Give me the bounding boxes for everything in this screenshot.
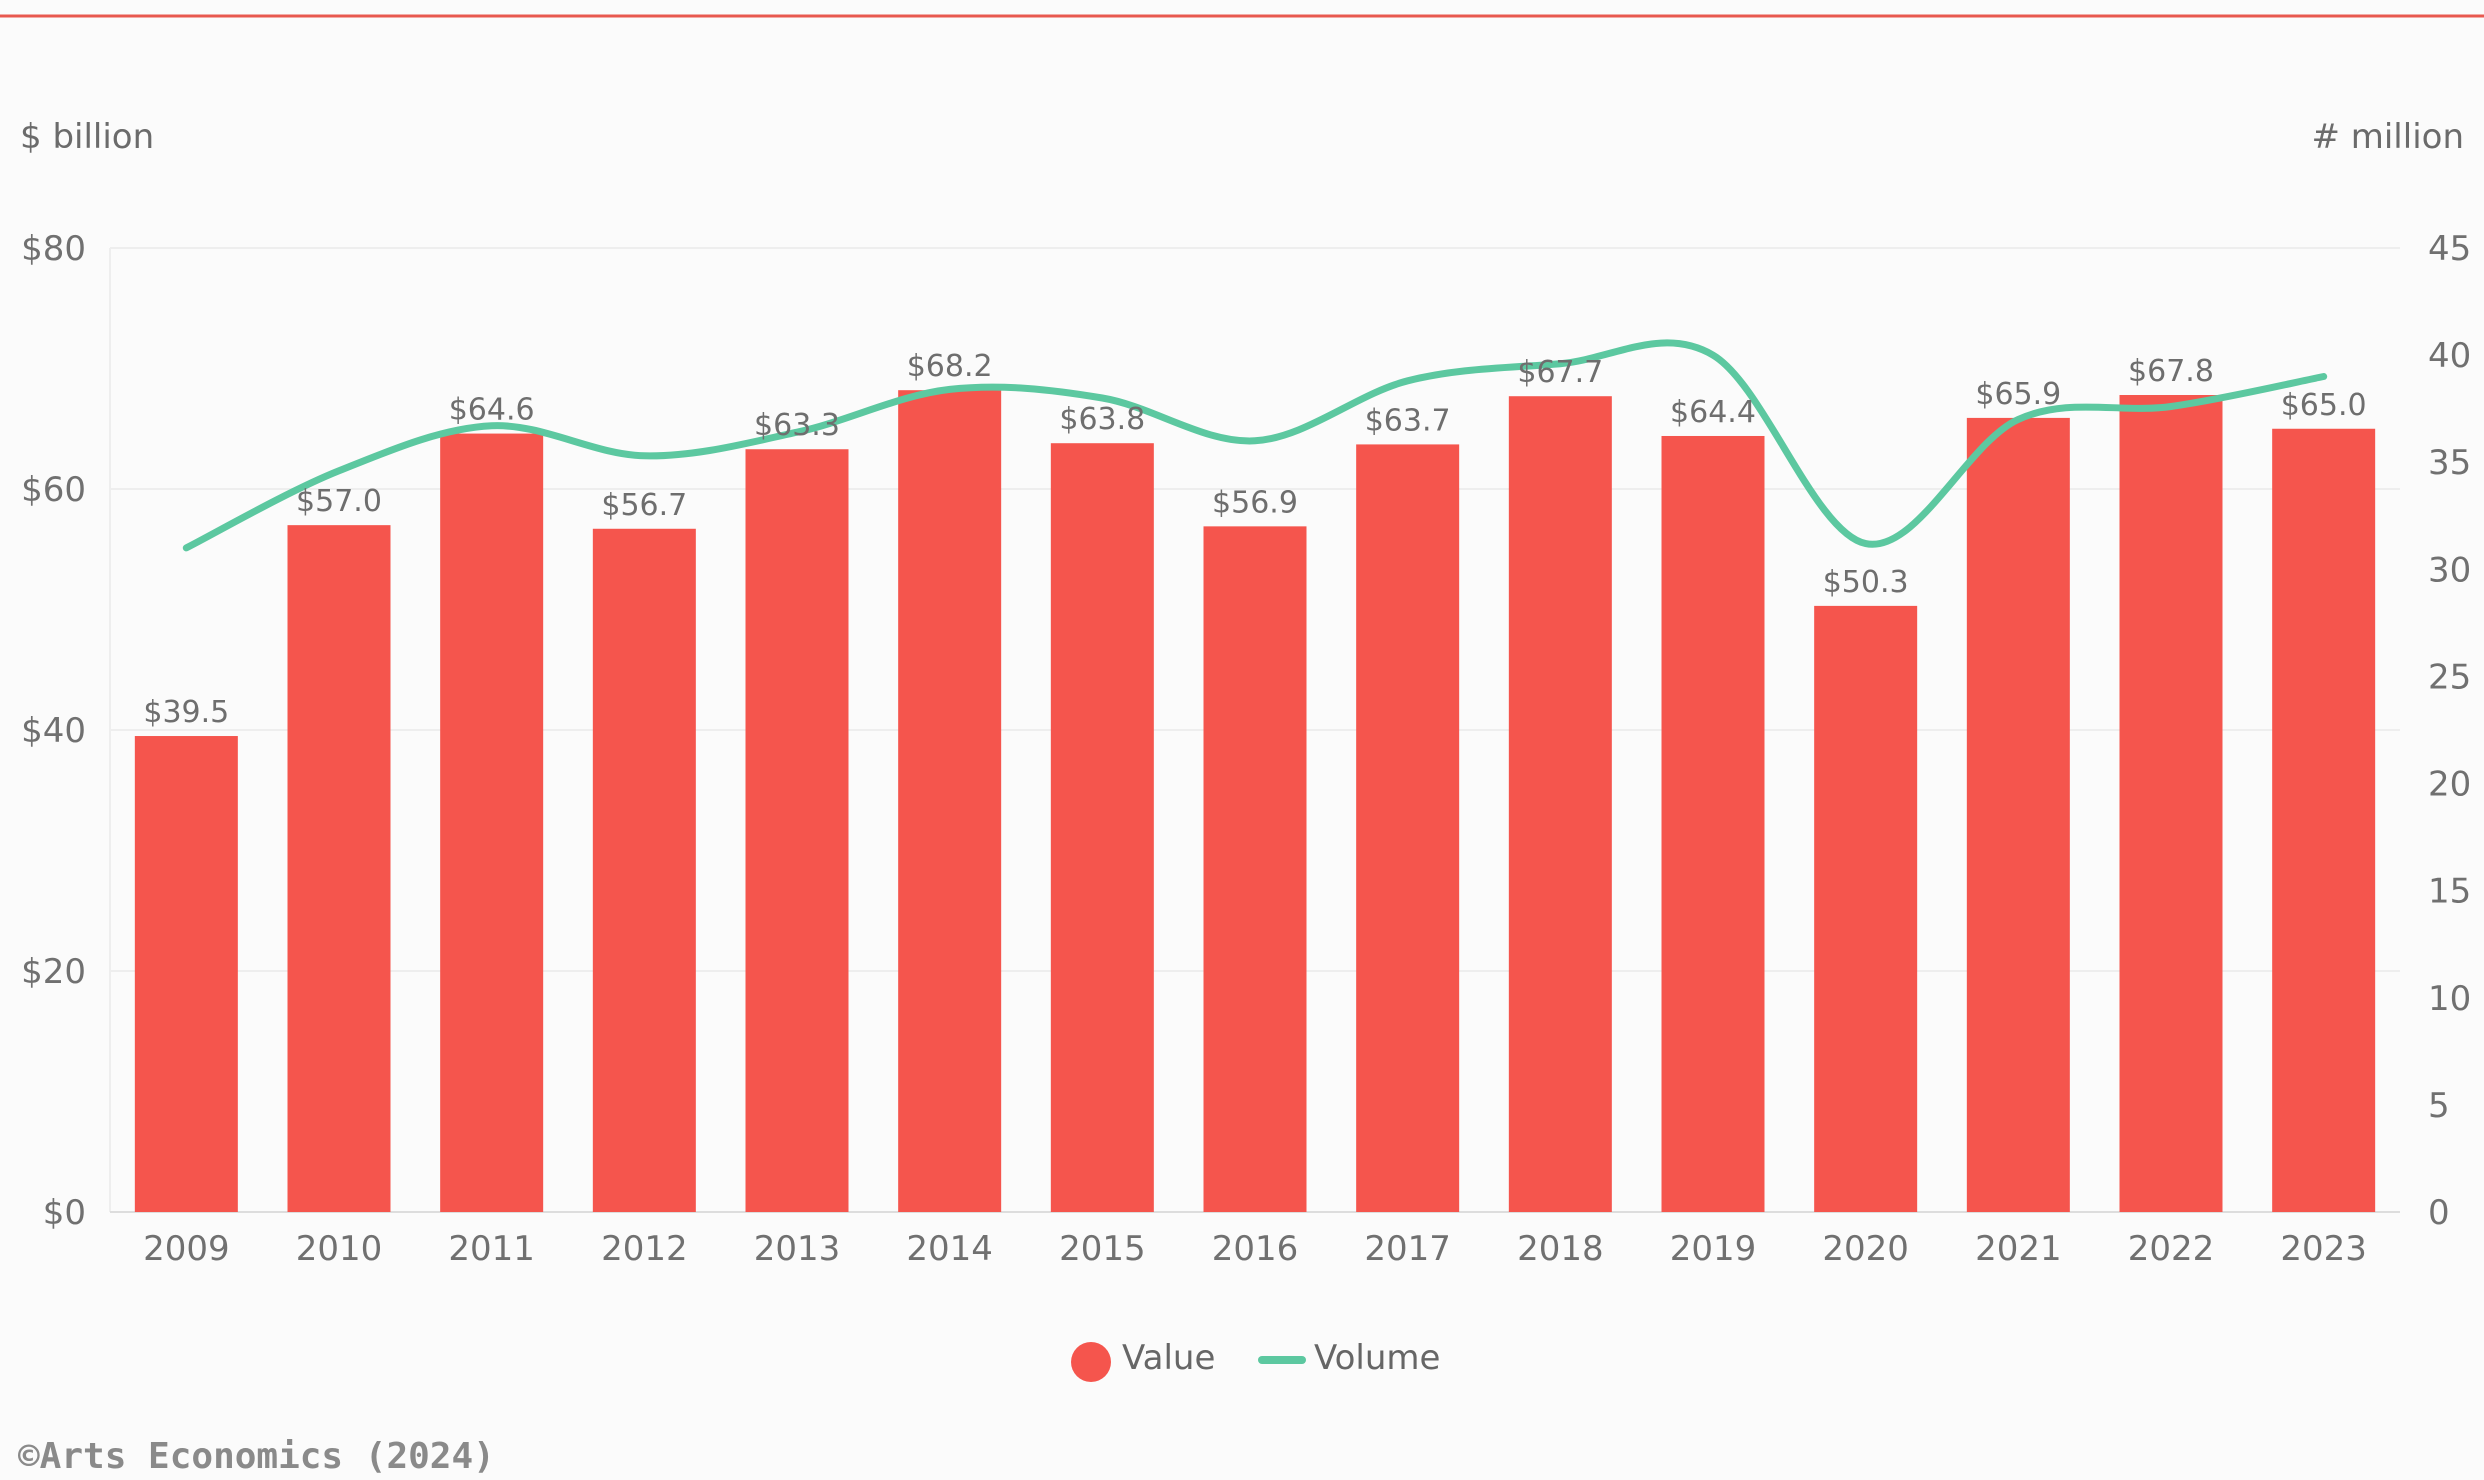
right-axis-tick-label: 45 xyxy=(2428,229,2471,269)
legend-volume-label: Volume xyxy=(1314,1338,1440,1378)
x-axis-tick-label: 2010 xyxy=(296,1229,383,1269)
value-data-label: $56.9 xyxy=(1212,485,1298,520)
right-axis-tick-label: 10 xyxy=(2428,979,2471,1019)
right-axis-tick-label: 35 xyxy=(2428,443,2471,483)
right-axis-tick-label: 40 xyxy=(2428,336,2471,376)
left-axis-tick-label: $80 xyxy=(21,229,86,269)
right-axis-tick-label: 15 xyxy=(2428,872,2471,912)
credit-text: ©Arts Economics (2024) xyxy=(18,1436,495,1477)
legend-value-label: Value xyxy=(1122,1338,1215,1378)
value-data-label: $63.8 xyxy=(1059,402,1145,437)
value-data-label: $67.8 xyxy=(2128,354,2214,389)
value-bar xyxy=(1661,435,1765,1213)
value-bar xyxy=(898,390,1002,1212)
left-axis-tick-label: $60 xyxy=(21,470,86,510)
x-axis-tick-label: 2014 xyxy=(906,1229,993,1269)
value-bar xyxy=(592,528,696,1212)
value-bar xyxy=(1203,526,1307,1212)
value-data-label: $68.2 xyxy=(907,349,993,384)
left-axis-ticks: $0 $20 $40 $60 $80 xyxy=(21,229,86,1233)
value-data-label: $63.7 xyxy=(1365,403,1451,438)
left-axis-title: $ billion xyxy=(20,117,154,157)
x-axis-tick-label: 2023 xyxy=(2280,1229,2367,1269)
value-bar xyxy=(1050,443,1154,1213)
x-axis-tick-label: 2011 xyxy=(448,1229,535,1269)
x-axis-tick-label: 2019 xyxy=(1670,1229,1757,1269)
value-data-labels: $39.5 $57.0 $64.6 $56.7 $63.3 $68.2 $63.8 $56.9… xyxy=(143,349,2366,730)
left-axis-tick-label: $40 xyxy=(21,711,86,751)
x-axis-tick-label: 2015 xyxy=(1059,1229,1146,1269)
value-data-label: $64.4 xyxy=(1670,395,1756,430)
x-axis-tick-label: 2021 xyxy=(1975,1229,2062,1269)
right-axis-tick-label: 0 xyxy=(2428,1193,2450,1233)
volume-line xyxy=(182,339,2328,552)
right-axis-tick-label: 5 xyxy=(2428,1086,2450,1126)
x-axis-tick-label: 2022 xyxy=(2128,1229,2215,1269)
value-bar xyxy=(1356,444,1460,1212)
legend-value-swatch xyxy=(1071,1342,1111,1382)
x-axis-tick-label: 2018 xyxy=(1517,1229,1604,1269)
value-bars xyxy=(134,390,2376,1213)
value-data-label: $50.3 xyxy=(1823,565,1909,600)
value-bar xyxy=(1966,417,2070,1212)
value-bar xyxy=(440,433,544,1212)
x-axis-tick-label: 2017 xyxy=(1364,1229,1451,1269)
left-axis-tick-label: $0 xyxy=(43,1193,86,1233)
value-bar xyxy=(745,449,849,1212)
value-bar xyxy=(2119,395,2223,1212)
right-axis-title: # million xyxy=(2311,117,2464,157)
value-bar xyxy=(1508,396,1612,1213)
right-axis-tick-label: 30 xyxy=(2428,550,2471,590)
right-axis-tick-label: 25 xyxy=(2428,657,2471,697)
value-bar xyxy=(1814,605,1918,1212)
volume-line-series xyxy=(182,339,2328,552)
value-bar xyxy=(287,525,391,1212)
x-axis-tick-label: 2012 xyxy=(601,1229,688,1269)
x-axis-ticks: 2009 2010 2011 2012 2013 2014 2015 2016 2017 2018… xyxy=(143,1229,2367,1269)
x-axis-tick-label: 2016 xyxy=(1212,1229,1299,1269)
value-data-label: $67.7 xyxy=(1517,355,1603,390)
value-data-label: $65.0 xyxy=(2281,388,2367,423)
x-axis-tick-label: 2009 xyxy=(143,1229,230,1269)
right-axis-tick-label: 20 xyxy=(2428,765,2471,805)
value-data-label: $65.9 xyxy=(1975,377,2061,412)
value-data-label: $57.0 xyxy=(296,484,382,519)
legend: Value Volume xyxy=(1071,1338,1440,1382)
left-axis-tick-label: $20 xyxy=(21,952,86,992)
value-data-label: $64.6 xyxy=(449,393,535,428)
value-data-label: $63.3 xyxy=(754,408,840,443)
value-data-label: $39.5 xyxy=(143,695,229,730)
x-axis-tick-label: 2013 xyxy=(754,1229,841,1269)
x-axis-tick-label: 2020 xyxy=(1822,1229,1909,1269)
value-data-label: $56.7 xyxy=(601,488,687,523)
right-axis-ticks: 0 5 10 15 20 25 30 35 40 45 xyxy=(2428,229,2471,1233)
value-bar xyxy=(2272,428,2376,1212)
value-bar xyxy=(134,736,238,1212)
